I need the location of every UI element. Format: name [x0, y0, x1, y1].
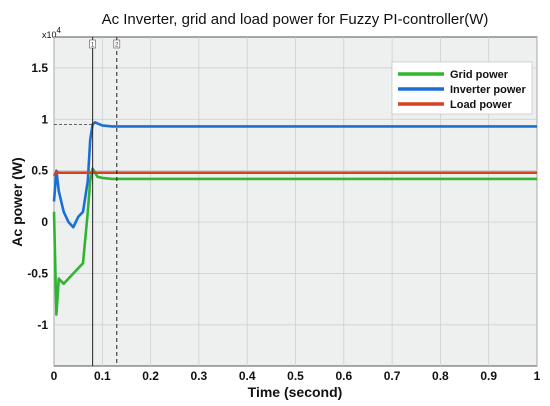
- x-tick-label: 0: [51, 369, 58, 383]
- y-tick-label: 0.5: [31, 164, 48, 178]
- cursor-tag: 1: [91, 43, 95, 49]
- y-tick-label: 1: [41, 112, 48, 126]
- y-tick-label: 0: [41, 215, 48, 229]
- x-tick-label: 0.3: [191, 369, 208, 383]
- legend: Grid power Inverter power Load power: [391, 61, 533, 115]
- x-tick-label: 0.9: [480, 369, 497, 383]
- x-axis-label: Time (second): [248, 384, 343, 400]
- x-tick-label: 1: [534, 369, 541, 383]
- legend-label: Inverter power: [450, 84, 527, 96]
- y-multiplier-exponent: 4: [57, 26, 62, 35]
- y-tick-label: -0.5: [27, 266, 48, 280]
- x-tick-label: 0.5: [287, 369, 304, 383]
- x-tick-label: 0.2: [142, 369, 159, 383]
- x-tick-label: 0.7: [384, 369, 401, 383]
- legend-label: Grid power: [450, 69, 509, 81]
- x-tick-label: 0.8: [432, 369, 449, 383]
- chart-title: Ac Inverter, grid and load power for Fuz…: [102, 11, 489, 28]
- x-tick-label: 0.6: [335, 369, 352, 383]
- x-tick-label: 0.1: [94, 369, 111, 383]
- y-tick-label: 1.5: [31, 61, 48, 75]
- y-multiplier-base: x10: [42, 30, 57, 40]
- y-multiplier: x104: [42, 26, 62, 40]
- cursor-tag: 2: [115, 43, 119, 49]
- y-axis-label: Ac power (W): [9, 157, 25, 246]
- x-tick-label: 0.4: [239, 369, 256, 383]
- legend-label: Load power: [450, 99, 512, 111]
- x-tick-labels: 0 0.1 0.2 0.3 0.4 0.5 0.6 0.7 0.8 0.9 1: [51, 369, 541, 383]
- y-tick-labels: -1 -0.5 0 0.5 1 1.5: [27, 61, 48, 332]
- cursor-tag-box: [89, 39, 96, 49]
- series-line-load-power: [52, 170, 537, 177]
- cursor-tag-box: [113, 39, 121, 49]
- y-tick-label: -1: [37, 318, 48, 332]
